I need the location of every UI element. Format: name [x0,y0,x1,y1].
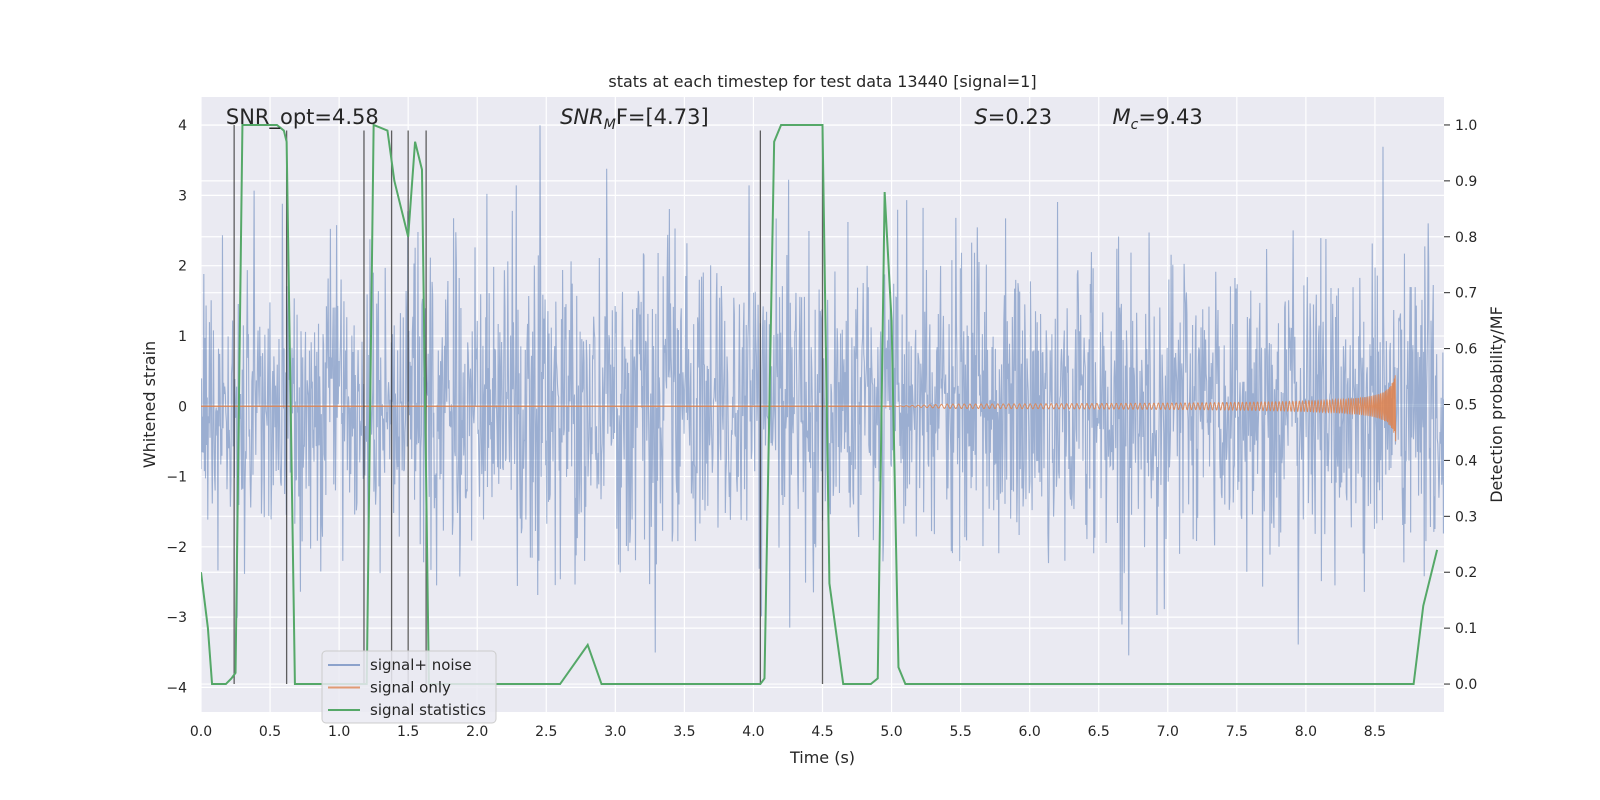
y-right-tick-label: 1.0 [1455,118,1477,134]
y-right-tick-label: 0.7 [1455,286,1477,302]
annotation-1: SNRMF=[4.73] [560,105,709,133]
x-tick-label: 3.0 [604,724,626,740]
x-axis-label: Time (s) [789,748,855,767]
x-tick-label: 5.0 [880,724,902,740]
y-right-tick-label: 0.8 [1455,230,1477,246]
legend-entry: signal only [370,679,451,697]
y-axis-left-label: Whitened strain [140,341,159,468]
y-left-tick-label: 2 [178,259,187,275]
x-tick-label: 1.5 [397,724,419,740]
y-right-tick-label: 0.0 [1455,677,1477,693]
y-right-tick-label: 0.2 [1455,565,1477,581]
chart-title: stats at each timestep for test data 134… [608,72,1036,91]
y-left-tick-label: −2 [166,540,187,556]
x-tick-label: 0.5 [259,724,281,740]
y-left-tick-label: −4 [166,680,187,696]
legend: signal+ noise signal only signal statistic… [321,650,497,724]
y-right-tick-label: 0.6 [1455,342,1477,358]
series-signal-only [891,375,1397,442]
x-tick-label: 8.5 [1364,724,1386,740]
annotation-2: S=0.23 [974,105,1052,129]
x-tick-label: 3.5 [673,724,695,740]
x-tick-label: 2.5 [535,724,557,740]
legend-entry: signal+ noise [370,656,472,674]
y-left-tick-label: 3 [178,188,187,204]
x-tick-label: 0.0 [190,724,212,740]
y-left-tick-label: 1 [178,329,187,345]
y-right-tick-label: 0.4 [1455,453,1477,469]
x-tick-label: 6.5 [1088,724,1110,740]
x-tick-label: 2.0 [466,724,488,740]
y-right-tick-label: 0.1 [1455,621,1477,637]
x-tick-label: 7.0 [1157,724,1179,740]
x-tick-label: 8.0 [1295,724,1317,740]
x-tick-label: 4.0 [742,724,764,740]
y-axis-right-label: Detection probability/MF [1487,306,1506,503]
y-right-tick-label: 0.9 [1455,174,1477,190]
annotation-3: Mc=9.43 [1113,105,1203,133]
legend-box [321,650,497,724]
x-tick-label: 7.5 [1226,724,1248,740]
x-tick-label: 6.0 [1019,724,1041,740]
y-left-tick-label: −1 [166,470,187,486]
x-tick-label: 4.5 [811,724,833,740]
y-right-tick-label: 0.5 [1455,398,1477,414]
y-right-tick-label: 0.3 [1455,509,1477,525]
x-tick-label: 5.5 [949,724,971,740]
y-left-tick-label: 0 [178,399,187,415]
x-tick-label: 1.0 [328,724,350,740]
y-left-tick-label: −3 [166,610,187,626]
y-left-tick-label: 4 [178,118,187,134]
legend-entry: signal statistics [370,701,486,719]
annotation-0: SNR_opt=4.58 [226,105,379,130]
